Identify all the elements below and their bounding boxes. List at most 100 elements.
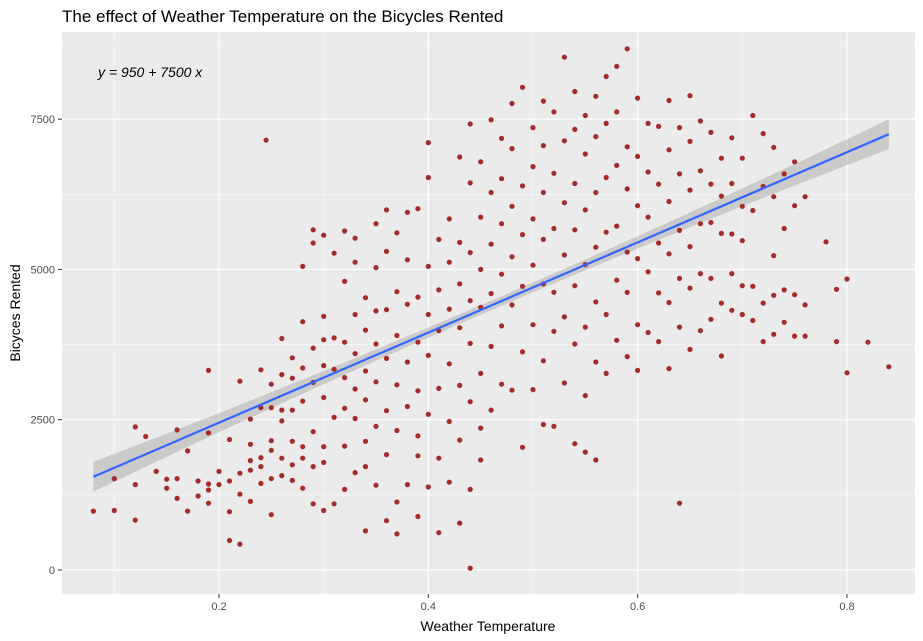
data-point [708, 129, 714, 135]
data-point [394, 427, 400, 434]
data-point [279, 372, 285, 378]
data-point [739, 203, 745, 209]
data-point [519, 283, 526, 289]
data-point [718, 300, 725, 306]
data-point [635, 367, 641, 373]
data-point [509, 100, 515, 107]
data-point [404, 209, 410, 215]
data-point [802, 194, 808, 200]
data-point [739, 311, 745, 318]
data-point [132, 517, 138, 523]
data-point [373, 379, 379, 385]
data-point [373, 482, 379, 488]
data-point [624, 289, 630, 295]
data-point [697, 168, 704, 174]
data-point [865, 339, 871, 345]
data-point [771, 253, 777, 259]
data-point [530, 387, 536, 393]
data-point [729, 135, 735, 141]
data-point [676, 324, 683, 330]
data-point [467, 180, 473, 186]
data-point [383, 452, 390, 458]
data-point [237, 491, 243, 497]
data-point [457, 281, 463, 287]
data-point [185, 448, 191, 454]
data-point [321, 232, 327, 238]
data-point [530, 322, 536, 328]
data-point [478, 266, 484, 272]
data-point [300, 444, 306, 450]
data-point [519, 84, 526, 90]
data-point [258, 455, 264, 461]
data-point [321, 507, 327, 514]
data-point [268, 438, 274, 444]
data-point [425, 352, 431, 358]
data-point [383, 248, 390, 254]
data-point [750, 283, 756, 289]
data-point [373, 221, 379, 227]
data-point [164, 485, 170, 491]
data-point [645, 329, 651, 336]
data-point [216, 468, 222, 474]
data-point [247, 498, 253, 504]
data-point [844, 276, 850, 282]
data-point [572, 126, 578, 132]
data-point [383, 307, 390, 313]
data-point [226, 509, 233, 515]
data-point [237, 470, 243, 476]
data-point [373, 308, 379, 314]
data-point [572, 180, 578, 187]
data-point [373, 341, 379, 347]
data-point [205, 430, 212, 436]
data-point [666, 251, 672, 257]
data-point [833, 339, 840, 345]
data-point [676, 227, 683, 233]
data-point [708, 219, 714, 226]
data-point [750, 112, 756, 119]
data-point [174, 427, 180, 433]
data-point [687, 285, 693, 291]
data-point [593, 134, 599, 140]
data-point [792, 159, 798, 165]
data-point [321, 337, 327, 343]
data-point [582, 112, 588, 119]
data-point [132, 482, 138, 488]
data-point [582, 324, 588, 330]
data-point [561, 138, 568, 144]
data-point [509, 203, 515, 209]
data-point [676, 171, 683, 177]
data-point [478, 214, 484, 220]
data-point [289, 407, 295, 413]
data-point [687, 93, 693, 99]
data-point [216, 482, 222, 488]
data-point [551, 170, 557, 176]
data-point [226, 537, 233, 544]
data-point [268, 405, 274, 411]
data-point [404, 359, 410, 365]
data-point [561, 54, 568, 60]
data-point [446, 418, 452, 425]
data-point [415, 433, 421, 439]
data-point [718, 193, 725, 199]
data-point [415, 453, 421, 459]
data-point [540, 143, 547, 149]
data-point [771, 331, 777, 337]
data-point [467, 565, 473, 571]
data-point [645, 214, 651, 220]
data-point [185, 508, 191, 514]
data-point [352, 470, 358, 476]
data-point [425, 484, 431, 490]
data-point [279, 418, 285, 424]
data-point [582, 449, 588, 455]
data-point [342, 405, 348, 411]
data-point [603, 174, 609, 181]
data-point [697, 221, 704, 227]
data-point [551, 423, 557, 429]
data-point [614, 109, 620, 115]
data-point [509, 146, 515, 152]
data-point [760, 131, 766, 137]
data-point [174, 476, 180, 482]
data-point [164, 476, 170, 482]
data-point [289, 375, 295, 381]
data-point [394, 289, 400, 295]
